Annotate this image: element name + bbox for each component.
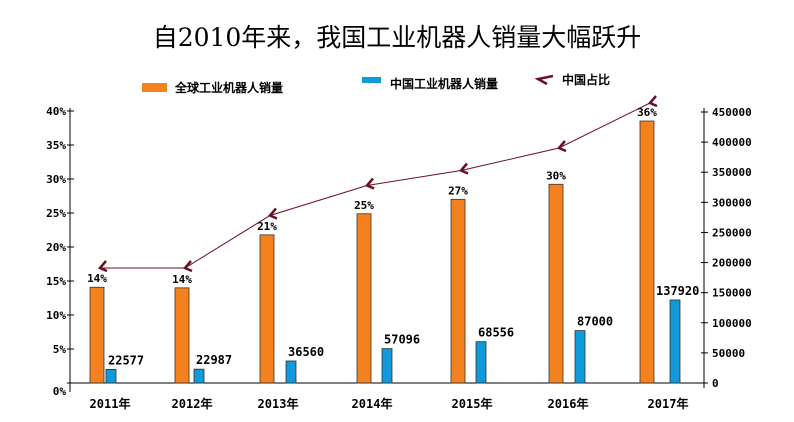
china-sales-bar (381, 348, 393, 384)
china-sales-label: 22987 (196, 353, 232, 367)
china-share-marker (182, 260, 193, 273)
china-sales-label: 57096 (384, 333, 420, 347)
left-tick-label: 35% (46, 139, 66, 152)
china-sales-bar (574, 330, 586, 384)
china-share-marker (647, 95, 658, 108)
china-sales-label: 22577 (108, 353, 144, 367)
china-sales-label: 36560 (288, 345, 324, 359)
left-tick-label: 5% (53, 343, 67, 356)
right-tick-label: 300000 (712, 196, 752, 209)
chart-title: 自2010年来，我国工业机器人销量大幅跃升 (152, 23, 642, 52)
global-sales-bar (548, 183, 564, 384)
china-sales-bar (669, 299, 681, 384)
china-share-label: 36% (637, 106, 657, 119)
right-tick-label: 400000 (712, 136, 752, 149)
legend-label-global: 全球工业机器人销量 (174, 80, 283, 95)
left-tick-label: 30% (46, 173, 66, 186)
left-tick-label: 15% (46, 275, 66, 288)
china-sales-bar (285, 360, 297, 384)
right-tick-label: 0 (712, 377, 719, 390)
china-share-label: 25% (354, 199, 374, 212)
x-tick-label: 2014年 (352, 396, 393, 411)
china-share-label: 21% (257, 220, 277, 233)
x-tick-label: 2015年 (452, 396, 493, 411)
right-tick-label: 250000 (712, 226, 752, 239)
left-tick-label: 20% (46, 241, 66, 254)
china-sales-label: 137920 (656, 284, 699, 298)
legend-label-share: 中国占比 (562, 72, 610, 87)
x-tick-label: 2012年 (172, 396, 213, 411)
right-tick-label: 450000 (712, 106, 752, 119)
global-sales-bar (174, 287, 190, 384)
left-tick-label: 0% (53, 385, 67, 398)
china-sales-bar (193, 368, 205, 384)
china-sales-label: 68556 (478, 326, 514, 340)
global-sales-bar (450, 198, 466, 384)
china-share-marker (97, 260, 108, 273)
left-tick-label: 40% (46, 105, 66, 118)
x-tick-label: 2013年 (258, 396, 299, 411)
china-share-label: 14% (172, 273, 192, 286)
china-share-label: 27% (448, 184, 468, 197)
china-share-marker (267, 207, 278, 220)
china-share-label: 14% (87, 272, 107, 285)
x-tick-label: 2016年 (548, 396, 589, 411)
china-share-marker (364, 177, 375, 190)
right-tick-label: 150000 (712, 287, 752, 300)
legend-swatch-china (362, 77, 381, 83)
china-share-line (100, 102, 651, 269)
x-tick-label: 2011年 (90, 396, 131, 411)
right-tick-label: 100000 (712, 317, 752, 330)
china-share-label: 30% (546, 169, 566, 182)
global-sales-bar (639, 120, 655, 384)
china-share-marker (556, 140, 567, 153)
global-sales-bar (356, 213, 372, 384)
legend-marker-share (534, 74, 554, 86)
china-share-marker (458, 162, 469, 175)
right-tick-label: 50000 (712, 347, 745, 360)
right-tick-label: 200000 (712, 257, 752, 270)
legend-swatch-global (142, 83, 167, 92)
legend-label-china: 中国工业机器人销量 (390, 76, 498, 91)
china-sales-bar (475, 341, 487, 384)
global-sales-bar (89, 286, 105, 384)
china-sales-bar (105, 369, 117, 384)
global-sales-bar (259, 234, 275, 384)
left-tick-label: 10% (46, 309, 66, 322)
right-tick-label: 350000 (712, 166, 752, 179)
left-tick-label: 25% (46, 207, 66, 220)
china-sales-label: 87000 (577, 315, 613, 329)
x-tick-label: 2017年 (648, 396, 689, 411)
